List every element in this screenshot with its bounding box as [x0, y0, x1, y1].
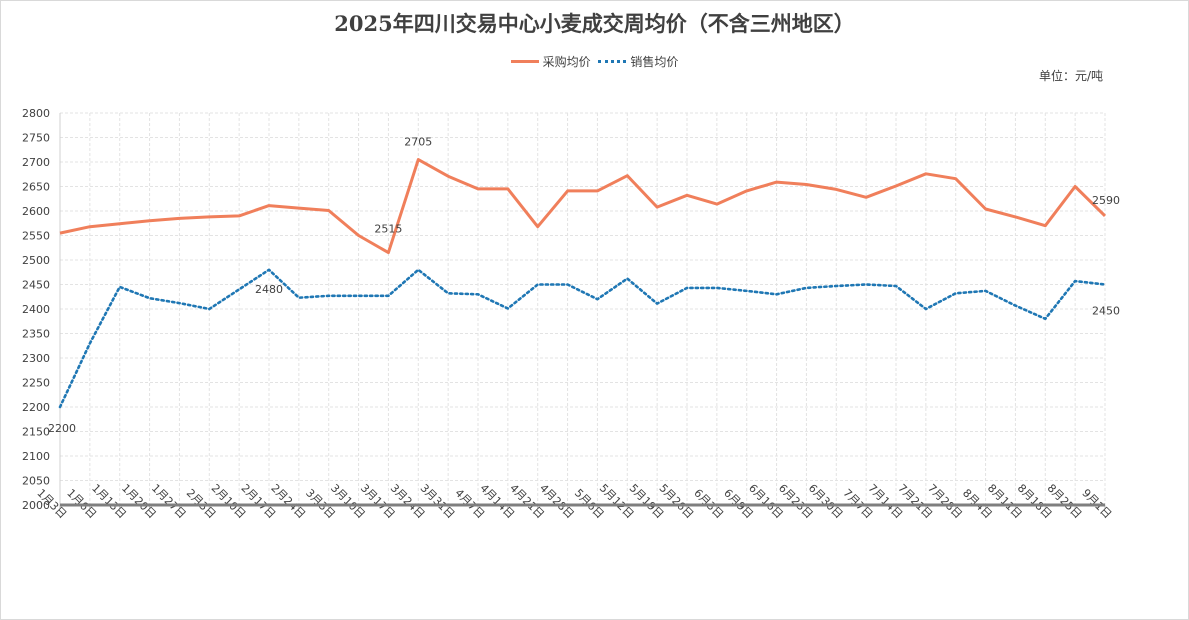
legend-item-sales: 销售均价	[598, 53, 678, 70]
series-line-purchase	[59, 158, 1107, 255]
y-tick-label: 2000	[22, 499, 50, 512]
y-tick-label: 2600	[22, 205, 50, 218]
data-label: 2705	[404, 136, 432, 149]
y-tick-label: 2050	[22, 475, 50, 488]
data-label: 2450	[1092, 305, 1120, 318]
y-tick-label: 2550	[22, 230, 50, 243]
legend: 采购均价 销售均价	[0, 52, 1189, 70]
y-tick-label: 2700	[22, 156, 50, 169]
legend-label-sales: 销售均价	[630, 55, 679, 69]
y-tick-label: 2250	[22, 377, 50, 390]
unit-label: 单位：元/吨	[1038, 69, 1103, 83]
data-label: 2480	[255, 283, 283, 296]
data-label: 2515	[374, 223, 402, 236]
series-line-sales	[58, 268, 1107, 409]
y-tick-label: 2450	[22, 279, 50, 292]
data-label: 2200	[48, 422, 76, 435]
legend-label-purchase: 采购均价	[542, 55, 591, 69]
y-tick-label: 2500	[22, 254, 50, 267]
y-tick-label: 2200	[22, 401, 50, 414]
chart-title: 2025年四川交易中心小麦成交周均价（不含三州地区）	[334, 11, 855, 36]
y-tick-label: 2750	[22, 132, 50, 145]
y-tick-label: 2100	[22, 450, 50, 463]
legend-swatch-sales	[598, 60, 627, 63]
legend-item-purchase: 采购均价	[510, 53, 591, 70]
y-tick-label: 2300	[22, 352, 50, 365]
y-tick-label: 2400	[22, 303, 50, 316]
y-tick-label: 2650	[22, 181, 50, 194]
y-tick-label: 2350	[22, 328, 50, 341]
data-label: 2590	[1092, 194, 1120, 207]
y-tick-label: 2800	[22, 107, 50, 120]
y-tick-label: 2150	[22, 426, 50, 439]
legend-swatch-purchase	[510, 60, 539, 63]
